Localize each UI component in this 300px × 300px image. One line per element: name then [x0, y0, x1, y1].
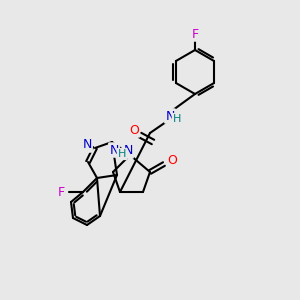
Text: F: F	[191, 28, 199, 40]
Text: N: N	[165, 110, 175, 122]
Text: H: H	[118, 149, 126, 159]
Text: N: N	[109, 143, 119, 157]
Text: N: N	[82, 139, 92, 152]
Text: O: O	[129, 124, 139, 136]
Text: F: F	[57, 185, 64, 199]
Text: O: O	[167, 154, 177, 166]
Text: N: N	[123, 145, 133, 158]
Text: H: H	[173, 114, 181, 124]
